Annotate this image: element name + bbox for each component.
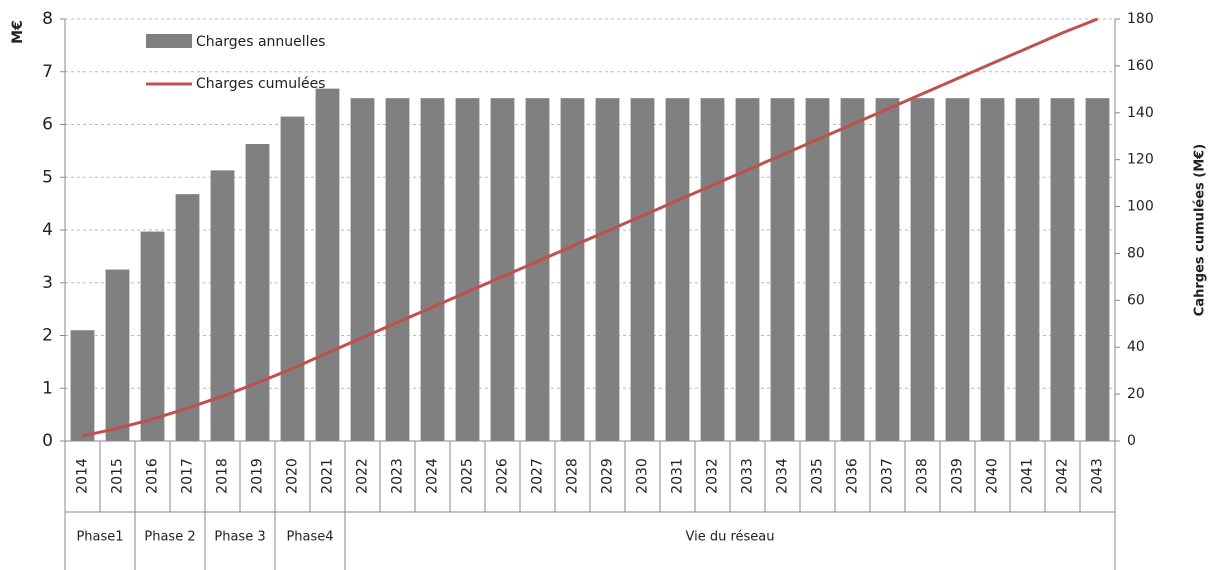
group-label: Phase4 xyxy=(286,530,333,545)
bar xyxy=(980,98,1005,441)
y2-tick-label: 20 xyxy=(1127,386,1145,402)
bar xyxy=(70,330,95,441)
bar xyxy=(350,98,375,441)
y-tick-label: 8 xyxy=(42,9,53,29)
x-tick-label: 2021 xyxy=(320,458,336,494)
x-tick-label: 2015 xyxy=(110,458,126,494)
x-tick-label: 2018 xyxy=(215,458,231,494)
bar xyxy=(910,98,935,441)
bar xyxy=(210,170,235,441)
bar xyxy=(490,98,515,441)
bar xyxy=(525,98,550,441)
x-tick-label: 2028 xyxy=(565,458,581,494)
bar xyxy=(175,194,200,441)
y2-tick-label: 40 xyxy=(1127,339,1145,355)
bar xyxy=(560,98,585,441)
y-tick-label: 2 xyxy=(42,326,53,346)
group-label: Phase 3 xyxy=(214,530,265,545)
x-tick-label: 2037 xyxy=(880,458,896,494)
x-tick-label: 2043 xyxy=(1090,458,1106,494)
y2-tick-label: 100 xyxy=(1127,199,1154,215)
bar xyxy=(770,98,795,441)
group-label: Phase1 xyxy=(76,530,123,545)
x-tick-label: 2033 xyxy=(740,458,756,494)
y2-axis-title: Cahrges cumulées (M€) xyxy=(1193,144,1208,316)
y-tick-label: 7 xyxy=(42,62,53,82)
group-label: Vie du réseau xyxy=(685,530,774,545)
bar xyxy=(805,98,830,441)
y2-tick-label: 80 xyxy=(1127,245,1145,261)
bar xyxy=(140,231,165,441)
x-tick-label: 2020 xyxy=(285,458,301,494)
bar xyxy=(735,98,760,441)
group-label: Phase 2 xyxy=(144,530,195,545)
y2-tick-label: 180 xyxy=(1127,11,1154,27)
bar xyxy=(595,98,620,441)
x-tick-label: 2031 xyxy=(670,458,686,494)
x-tick-label: 2039 xyxy=(950,458,966,494)
x-tick-label: 2032 xyxy=(705,458,721,494)
x-tick-label: 2036 xyxy=(845,458,861,494)
bar xyxy=(420,98,445,441)
bar xyxy=(455,98,480,441)
x-tick-label: 2025 xyxy=(460,458,476,494)
x-tick-label: 2026 xyxy=(495,458,511,494)
x-tick-label: 2022 xyxy=(355,458,371,494)
y-tick-label: 3 xyxy=(42,273,53,293)
x-tick-label: 2027 xyxy=(530,458,546,494)
x-tick-label: 2040 xyxy=(985,458,1001,494)
bar xyxy=(630,98,655,441)
legend-swatch xyxy=(146,34,192,48)
y-axis-title: M€ xyxy=(10,20,26,44)
y2-tick-label: 0 xyxy=(1127,433,1136,449)
y-tick-label: 5 xyxy=(42,167,53,187)
y-tick-label: 0 xyxy=(42,431,53,451)
y2-tick-label: 120 xyxy=(1127,152,1154,168)
x-tick-label: 2017 xyxy=(180,458,196,494)
bar xyxy=(945,98,970,441)
bar xyxy=(105,269,130,441)
y-tick-label: 1 xyxy=(42,378,53,398)
x-tick-label: 2030 xyxy=(635,458,651,494)
y2-tick-label: 60 xyxy=(1127,292,1145,308)
x-tick-label: 2023 xyxy=(390,458,406,494)
bar xyxy=(245,144,270,441)
x-tick-label: 2035 xyxy=(810,458,826,494)
legend-label: Charges annuelles xyxy=(196,34,325,50)
y2-tick-label: 160 xyxy=(1127,58,1154,74)
bar xyxy=(700,98,725,441)
bar xyxy=(665,98,690,441)
x-tick-label: 2016 xyxy=(145,458,161,494)
x-tick-label: 2038 xyxy=(915,458,931,494)
x-tick-label: 2029 xyxy=(600,458,616,494)
legend-label: Charges cumulées xyxy=(196,76,325,92)
y-tick-label: 6 xyxy=(42,115,53,135)
bar xyxy=(1085,98,1110,441)
bar xyxy=(280,116,305,442)
bar xyxy=(1050,98,1075,441)
x-tick-label: 2024 xyxy=(425,458,441,494)
x-tick-label: 2042 xyxy=(1055,458,1071,494)
bar xyxy=(875,98,900,441)
y2-tick-label: 140 xyxy=(1127,105,1154,121)
x-tick-label: 2034 xyxy=(775,458,791,494)
line xyxy=(82,17,1099,438)
x-tick-label: 2041 xyxy=(1020,458,1036,494)
bar xyxy=(1015,98,1040,441)
bar xyxy=(315,88,340,441)
y-tick-label: 4 xyxy=(42,220,53,240)
x-tick-label: 2019 xyxy=(250,458,266,494)
bar xyxy=(840,98,865,441)
bar xyxy=(385,98,410,441)
x-tick-label: 2014 xyxy=(75,458,91,494)
